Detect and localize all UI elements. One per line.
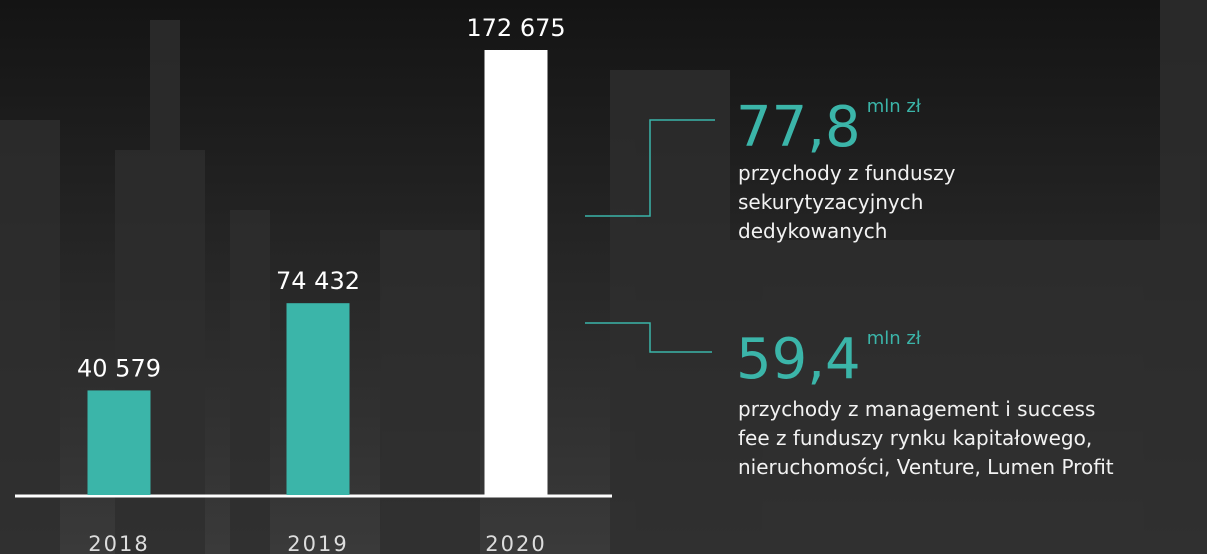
annotation-text: nieruchomości, Venture, Lumen Profit <box>738 455 1114 479</box>
annotation-unit: mln zł <box>867 96 922 117</box>
bar <box>485 50 548 495</box>
annotation-text: dedykowanych <box>738 219 887 243</box>
annotation-unit: mln zł <box>867 328 922 349</box>
annotation-text: fee z funduszy rynku kapitałowego, <box>738 426 1092 450</box>
annotation-value: 59,4 <box>736 327 861 392</box>
value-label: 74 432 <box>276 267 360 295</box>
x-tick-label: 2019 <box>287 532 348 554</box>
value-label: 40 579 <box>77 354 161 382</box>
annotation-text: sekurytyzacyjnych <box>738 190 923 214</box>
annotation-text: przychody z management i success <box>738 397 1095 421</box>
annotation-text: przychody z funduszy <box>738 161 956 185</box>
page: {"chart_data": {"type": "bar", "categori… <box>0 0 1207 554</box>
annotation-value: 77,8 <box>736 95 861 160</box>
chart: 40 579 2018 74 432 2019 172 675 2020 77,8 mln z… <box>0 0 1207 554</box>
bar <box>287 303 350 495</box>
x-tick-label: 2018 <box>88 532 149 554</box>
value-label: 172 675 <box>466 14 565 42</box>
bar <box>88 390 151 495</box>
x-tick-label: 2020 <box>485 532 546 554</box>
